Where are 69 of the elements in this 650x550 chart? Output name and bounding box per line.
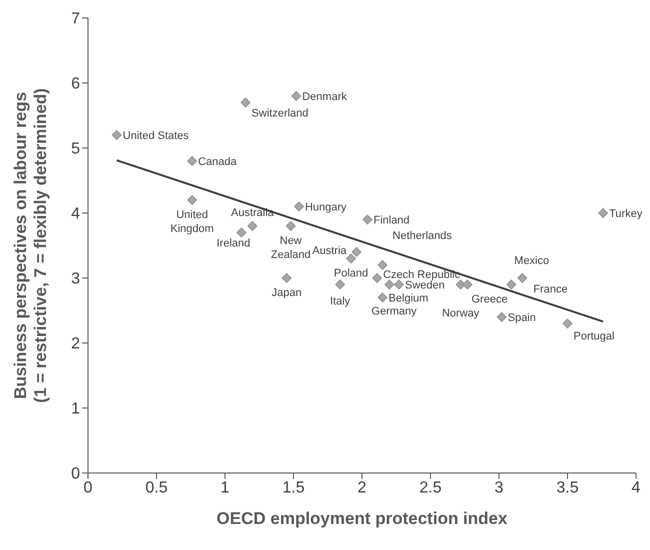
x-axis-title: OECD employment protection index: [216, 509, 508, 528]
data-label: Finland: [373, 214, 410, 226]
data-label: Germany: [371, 306, 418, 318]
point: [240, 98, 250, 108]
data-label: United Kingdom: [170, 209, 214, 235]
y-tick-label: 3: [71, 270, 80, 288]
data-label: Austria: [312, 245, 348, 257]
y-tick-label: 1: [71, 400, 80, 418]
x-tick-label: 3: [494, 479, 504, 496]
data-label: France: [533, 284, 568, 296]
point: [384, 280, 394, 290]
x-tick-label: 3.5: [556, 479, 579, 496]
point: [496, 312, 507, 322]
data-label: Denmark: [302, 91, 348, 103]
point: [236, 228, 246, 238]
data-label: Japan: [272, 287, 302, 299]
y-tick-label: 2: [71, 336, 80, 353]
point: [346, 254, 356, 264]
x-tick-label: 2: [358, 479, 367, 496]
data-label: Norway: [442, 308, 480, 320]
x-tick-label: 1.5: [282, 479, 305, 496]
data-label: Mexico: [514, 255, 550, 267]
data-label: Czech Republic: [383, 269, 461, 281]
point: [562, 318, 572, 328]
data-label: Hungary: [304, 202, 348, 214]
point: [517, 273, 528, 283]
x-tick-label: 0.5: [145, 479, 168, 496]
point: [378, 292, 388, 302]
data-label: Portugal: [574, 330, 614, 342]
point: [294, 202, 304, 212]
data-label: Sweden: [404, 280, 445, 292]
y-tick-label: 0: [71, 466, 80, 483]
data-label: Greece: [471, 294, 508, 306]
point: [187, 195, 198, 205]
data-label: New Zealand: [270, 235, 311, 261]
point: [506, 280, 516, 290]
point: [187, 156, 198, 166]
data-label: Turkey: [609, 208, 643, 220]
point: [352, 247, 362, 257]
data-label: Netherlands: [392, 230, 452, 242]
y-tick-label: 4: [71, 206, 80, 223]
point: [378, 260, 388, 270]
x-tick-label: 4: [632, 479, 641, 496]
point: [598, 208, 608, 218]
data-label: Italy: [330, 296, 351, 308]
data-label: United States: [122, 130, 190, 142]
x-tick-label: 0: [84, 479, 93, 496]
point: [462, 280, 472, 290]
x-tick-label: 1: [220, 479, 230, 496]
point: [335, 280, 345, 290]
data-label: Ireland: [216, 238, 250, 250]
point: [362, 214, 372, 224]
data-label: Switzerland: [252, 108, 308, 120]
point: [372, 273, 382, 283]
point: [282, 273, 292, 283]
data-label: Belgium: [388, 292, 428, 304]
x-tick-label: 2.5: [419, 479, 442, 496]
point: [286, 221, 296, 231]
data-label: Spain: [508, 312, 536, 324]
point: [291, 91, 302, 101]
data-label: Canada: [198, 156, 238, 168]
y-tick-label: 5: [71, 140, 80, 158]
point: [112, 130, 122, 140]
point: [394, 280, 404, 290]
y-tick-label: 6: [71, 76, 80, 93]
y-axis-title: Business perspectives on labour regs (1 = restrictive, 7 = flexibly determined): [11, 88, 50, 403]
point: [248, 221, 258, 231]
y-tick-label: 7: [71, 10, 80, 28]
data-label: Poland: [334, 268, 368, 280]
